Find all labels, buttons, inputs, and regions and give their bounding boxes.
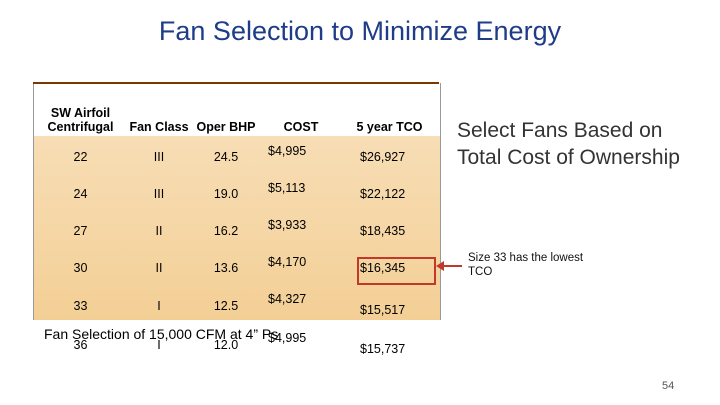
page-number: 54 — [662, 380, 675, 392]
lowest-tco-highlight-box — [357, 257, 436, 285]
cell-bhp: 12.5 — [213, 298, 239, 313]
cell-class: III — [153, 186, 165, 201]
cell-bhp: 19.0 — [213, 186, 239, 201]
header-cost: COST — [283, 120, 319, 134]
left-arrow-icon — [436, 261, 462, 271]
cell-cost: $4,995 — [268, 144, 307, 158]
cell-cost: $3,933 — [268, 218, 307, 232]
cell-class: I — [157, 337, 161, 352]
header-airfoil: SW Airfoil Centrifugal — [47, 106, 114, 134]
cell-size: 22 — [73, 149, 88, 164]
cell-bhp: 16.2 — [213, 223, 239, 238]
cell-class: II — [155, 260, 163, 275]
table-background — [33, 83, 441, 320]
cell-bhp: 13.6 — [213, 260, 239, 275]
slide-title: Fan Selection to Minimize Energy — [158, 16, 562, 46]
cell-bhp: 24.5 — [213, 149, 239, 164]
table-row: 24 III 19.0 $5,113 $22,122 — [33, 175, 439, 212]
cell-cost: $4,170 — [268, 255, 307, 269]
cell-cost: $5,113 — [268, 181, 306, 195]
table-row: 22 III 24.5 $4,995 $26,927 — [33, 138, 439, 175]
cell-class: III — [153, 149, 165, 164]
table-row: 33 I 12.5 $4,327 $15,517 — [33, 286, 439, 325]
table-header-row: SW Airfoil Centrifugal Fan Class Oper BH… — [33, 84, 439, 138]
cell-tco: $15,517 — [360, 302, 406, 317]
cell-size: 27 — [73, 223, 88, 238]
header-oper-bhp: Oper BHP — [196, 120, 256, 134]
cell-tco: $15,737 — [360, 341, 406, 356]
table-caption: Fan Selection of 15,000 CFM at 4” Ps — [44, 326, 279, 342]
cell-bhp: 12.0 — [213, 337, 239, 352]
header-fan-class: Fan Class — [129, 120, 189, 134]
cell-size: 30 — [73, 260, 88, 275]
cell-class: II — [155, 223, 163, 238]
cell-cost: $4,327 — [268, 292, 307, 306]
cell-size: 36 — [73, 337, 88, 352]
cell-class: I — [157, 298, 161, 313]
table-top-border — [33, 82, 439, 84]
callout-note: Size 33 has the lowest TCO — [468, 252, 584, 278]
table-row: 27 II 16.2 $3,933 $18,435 — [33, 212, 439, 249]
table-row: 36 I 12.0 $4,995 $15,737 — [33, 325, 439, 364]
cell-tco: $16,345 — [360, 260, 406, 275]
header-tco: 5 year TCO — [356, 120, 423, 134]
table-row: 30 II 13.6 $4,170 $16,345 — [33, 249, 439, 286]
cell-tco: $22,122 — [360, 186, 406, 201]
cell-tco: $26,927 — [360, 149, 406, 164]
table-header-background — [34, 83, 440, 136]
fan-selection-table: SW Airfoil Centrifugal Fan Class Oper BH… — [33, 84, 439, 364]
cell-size: 24 — [73, 186, 88, 201]
key-message: Select Fans Based on Total Cost of Owner… — [457, 119, 680, 169]
cell-size: 33 — [73, 298, 88, 313]
cell-tco: $18,435 — [360, 223, 406, 238]
cell-cost: $4,995 — [268, 331, 307, 345]
